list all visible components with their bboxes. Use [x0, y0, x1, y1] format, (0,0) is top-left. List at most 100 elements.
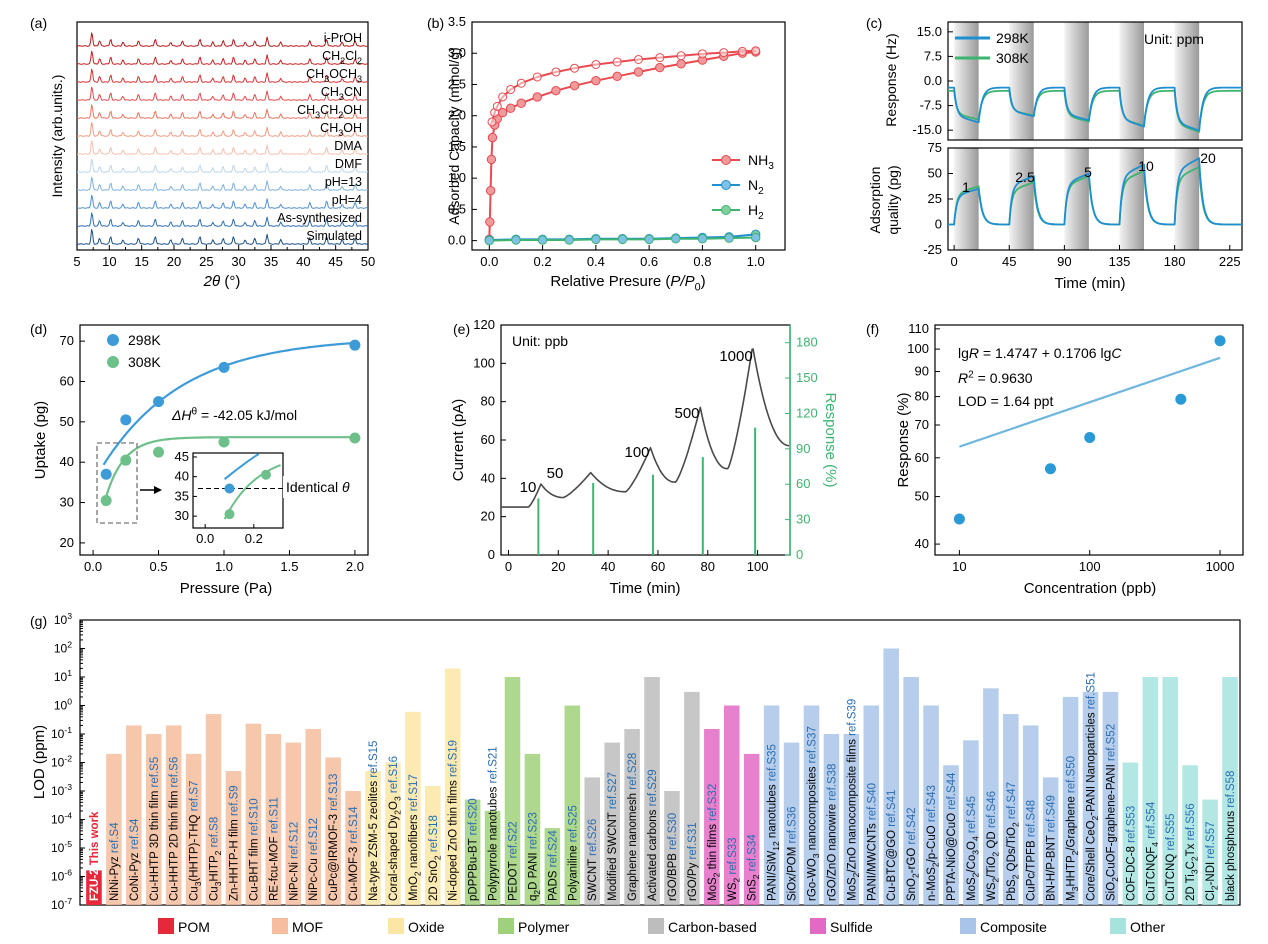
lod-bar — [644, 677, 660, 905]
y-tick-label: 60 — [60, 373, 74, 388]
y-tick-label: 0.5 — [448, 201, 466, 216]
bar-label: SnO2-rGO ref.S42 — [906, 807, 921, 901]
lod-bar-group: PbS2 QDs/TiO2 ref.S47 — [1003, 714, 1020, 905]
bar-label: WS2 ref.S33 — [727, 837, 742, 901]
unit-label: Unit: ppb — [512, 333, 568, 349]
data-point — [697, 234, 708, 244]
legend-marker — [107, 356, 119, 368]
x-axis-title: Relative Presure (P/P0) — [550, 273, 705, 294]
bar-label: Cu-MOF-3 ref.S14 — [348, 806, 360, 901]
lod-bar — [126, 725, 142, 905]
lod-bar — [883, 648, 899, 905]
lod-bar-group: CuTCNQ ref.S55 — [1162, 677, 1179, 905]
exposure-band — [1009, 22, 1034, 140]
lod-bar-group: Cu3(HHTP)-THQ ref.S7 — [185, 753, 203, 905]
plot-frame-b — [471, 21, 786, 251]
data-point — [751, 46, 761, 56]
y-right-tick-label: 150 — [796, 370, 818, 385]
data-point — [485, 217, 495, 227]
bar-label: Cu-HHTP 2D thin film ref.S6 — [169, 757, 181, 901]
lod-bar-group: COF-DC-8 ref.S53 — [1122, 762, 1139, 905]
y-tick-label: 3.0 — [448, 45, 466, 60]
concentration-label: 50 — [547, 465, 564, 482]
lod-bar-group: Cu-BHT film ref.S10 — [245, 723, 262, 905]
pattern-label: CH3CN — [321, 85, 362, 102]
y-tick-label: 75 — [928, 140, 942, 155]
y-right-tick-label: 120 — [796, 405, 818, 420]
y-axis-title-bottom: Adsorption — [867, 167, 883, 234]
bar-label: Cu3HITP2 ref.S8 — [209, 817, 224, 901]
legend-label: 298K — [128, 332, 161, 348]
legend-swatch — [388, 918, 404, 934]
lod-bar-group: Cu3HITP2 ref.S8 — [205, 714, 224, 905]
lod-bar — [265, 734, 282, 905]
lod-bar — [1042, 777, 1059, 905]
data-point — [633, 67, 644, 77]
pattern-label: pH=13 — [325, 175, 362, 189]
legend-swatch — [158, 918, 174, 934]
legend-label: Polymer — [518, 919, 570, 935]
zoom-box — [96, 442, 138, 524]
bar-label: PADS ref.S24 — [547, 830, 559, 901]
bar-label: rGO/ZnO nanowire ref.S38 — [826, 764, 838, 901]
x-tick-label: 0 — [951, 254, 958, 269]
lod-bar — [903, 677, 919, 905]
data-point — [100, 468, 112, 480]
pxrd-pattern-3 — [76, 86, 369, 101]
pattern-label: CH3CH2OH — [297, 103, 362, 120]
bar-label: Polyaniline ref.S25 — [567, 805, 579, 901]
y-tick-label: 1.5 — [448, 139, 466, 154]
response-298K — [947, 86, 1243, 132]
bar-label: Zn-HHTP-H film ref.S9 — [228, 785, 240, 901]
lod-bar — [285, 742, 302, 905]
concentration-label: 1 — [962, 179, 970, 195]
lod-bar-group: BN-H/P-BNT ref.S49 — [1042, 777, 1059, 905]
lod-bar — [86, 870, 102, 905]
data-point — [218, 436, 230, 448]
y-tick-label: 101 — [54, 668, 72, 684]
lod-bar-group: Modified SWCNT ref.S27 — [604, 742, 620, 905]
arrow-head — [154, 486, 162, 494]
data-point — [633, 54, 643, 64]
panel-label-d: (d) — [30, 321, 47, 337]
lod-bar — [1102, 691, 1119, 905]
y-tick-label: 103 — [54, 611, 72, 627]
y-tick-label: 0.0 — [924, 73, 942, 88]
lod-bar-group: CoNi-Pyz ref.S4 — [126, 725, 142, 905]
x-tick-label: 60 — [651, 559, 665, 574]
bar-label: pDPPBu-BT ref.S20 — [468, 798, 480, 901]
data-point — [570, 63, 580, 73]
bar-label: black phosphorus ref.S58 — [1225, 771, 1237, 901]
r-squared: R2 = 0.9630 — [958, 369, 1033, 386]
enthalpy-annotation: ΔHθ = -42.05 kJ/mol — [171, 406, 297, 423]
bar-label: Polypyrrole nanotubes ref.S21 — [488, 746, 500, 901]
lod-bar — [504, 677, 521, 905]
inset-point — [224, 509, 235, 520]
x-tick-label: 45 — [1002, 254, 1016, 269]
data-point — [120, 414, 132, 426]
y-tick-label: 10-6 — [51, 868, 72, 884]
lod-bar-group: WS2 ref.S33 — [723, 705, 742, 905]
y-tick-label: -15.0 — [912, 122, 942, 137]
inset-fit-298K — [223, 453, 260, 480]
data-point — [516, 78, 526, 88]
y-tick-label: 100 — [907, 341, 929, 356]
y-tick-label: 60 — [481, 432, 495, 447]
y-right-tick-label: 30 — [796, 512, 810, 527]
lod-bar-group: WS2/TiO2 QD ref.S46 — [983, 688, 1000, 905]
y-tick-label: 20 — [481, 509, 495, 524]
x-tick-label: 35 — [264, 254, 278, 269]
x-axis-title: Concentration (ppb) — [1024, 580, 1157, 597]
lod-bar — [624, 728, 640, 905]
lod-bar-group: PEDOT ref.S22 — [504, 677, 521, 905]
legend-label: Composite — [980, 919, 1047, 935]
lod-bar — [584, 777, 601, 905]
lod-bar — [943, 765, 959, 905]
x-axis-title: Time (min) — [609, 580, 680, 597]
lod-bar-group: PANI/SiW12 nanotubes ref.S35 — [763, 705, 781, 905]
lod-bar-group: q2D PANI ref.S23 — [524, 753, 542, 905]
lod-bar-group: Cu-BTC@GO ref.S41 — [883, 648, 899, 905]
bar-label: PbS2 QDs/TiO2 ref.S47 — [1006, 782, 1021, 901]
y-tick-label: 50 — [60, 414, 74, 429]
